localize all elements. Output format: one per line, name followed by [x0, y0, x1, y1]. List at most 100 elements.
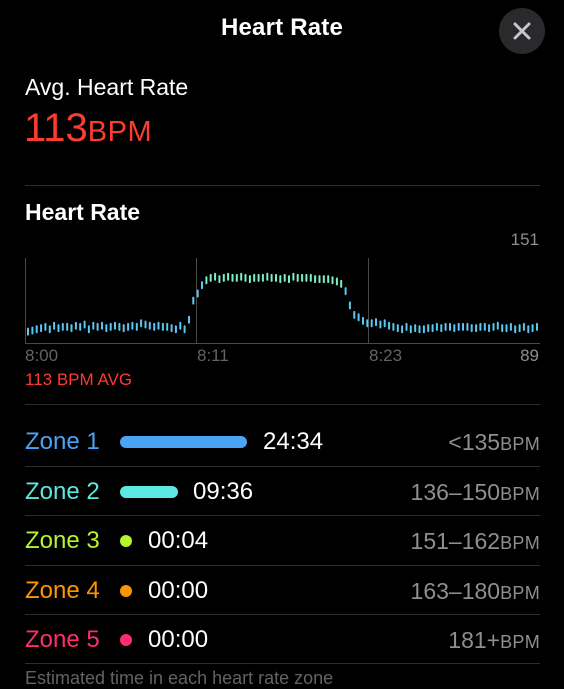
chart-bar [61, 322, 64, 331]
avg-heart-rate-number: 113 [24, 106, 88, 150]
close-icon[interactable] [512, 21, 532, 41]
divider [25, 663, 540, 664]
chart-bar [466, 322, 469, 331]
chart-bar [70, 324, 73, 333]
chart-bar [66, 322, 69, 331]
zone-row-3: Zone 3 00:04 151–162BPM [25, 516, 540, 564]
chart-bar [335, 277, 338, 286]
avg-heart-rate-value: 113BPM [24, 106, 152, 151]
chart-bar [157, 321, 160, 330]
chart-bar [118, 322, 121, 331]
chart-bar [140, 319, 143, 328]
chart-x-label-end: 8:23 [369, 346, 403, 365]
zone-row-2: Zone 2 09:36 136–150BPM [25, 467, 540, 515]
zone-range: 181+BPM [448, 627, 540, 654]
chart-bar [231, 273, 234, 282]
chart-bar [161, 322, 164, 331]
chart-bar [74, 321, 77, 330]
chart-x-label-start: 8:00 [25, 346, 59, 365]
chart-bar [479, 322, 482, 331]
chart-avg-label: 113 BPM AVG [25, 370, 133, 389]
chart-bar [475, 324, 478, 333]
zone-row-4: Zone 4 00:00 163–180BPM [25, 566, 540, 614]
zone-range: <135BPM [448, 429, 540, 456]
chart-bar [283, 273, 286, 282]
page-title: Heart Rate [220, 14, 344, 41]
zone-time: 24:34 [263, 428, 324, 455]
zone-3-dot [120, 535, 132, 547]
zone-5-dot [120, 634, 132, 646]
chart-bar [105, 324, 108, 333]
chart-bar [488, 324, 491, 333]
chart-bar [453, 324, 456, 333]
chart-bar [457, 322, 460, 331]
chart-bar [270, 273, 273, 282]
zone-name: Zone 2 [25, 478, 100, 505]
chart-bar [83, 320, 86, 329]
chart-bar [509, 322, 512, 331]
chart-bar [518, 324, 521, 333]
chart-bar [353, 310, 356, 319]
chart-bar [322, 275, 325, 284]
chart-bar [222, 273, 225, 282]
chart-bar [261, 273, 264, 282]
chart-bar [357, 313, 360, 322]
zone-name: Zone 3 [25, 527, 100, 554]
chart-bar [492, 322, 495, 331]
zone-time: 09:36 [193, 478, 254, 505]
zone-4-dot [120, 585, 132, 597]
chart-bar [131, 321, 134, 330]
chart-bar [92, 321, 95, 330]
zone-name: Zone 5 [25, 626, 100, 653]
heart-rate-chart [25, 258, 540, 344]
chart-bar [296, 273, 299, 282]
chart-bar [166, 322, 169, 331]
chart-bar [53, 321, 56, 330]
zone-range-unit: BPM [500, 434, 540, 454]
chart-bar [192, 296, 195, 305]
zone-range: 136–150BPM [411, 479, 540, 506]
zone-range-value: 163–180 [410, 578, 501, 604]
chart-bar [114, 321, 116, 330]
chart-bar [331, 276, 334, 285]
chart-bar [388, 321, 391, 330]
chart-bar [235, 273, 238, 282]
zone-2-bar [120, 486, 178, 498]
chart-bar [196, 289, 199, 298]
avg-heart-rate-unit: BPM [87, 116, 153, 148]
chart-section-title: Heart Rate [25, 199, 141, 225]
chart-bar [27, 327, 29, 336]
chart-bar [144, 320, 147, 329]
chart-bar [531, 324, 534, 333]
chart-bar [462, 322, 464, 331]
chart-bar [405, 322, 408, 331]
chart-bar [536, 322, 538, 331]
chart-bar [444, 322, 447, 331]
chart-bar [170, 324, 173, 333]
chart-bar [496, 321, 499, 330]
zone-time: 00:04 [148, 527, 209, 554]
chart-bar [301, 273, 304, 282]
chart-bar [370, 319, 373, 328]
zone-name: Zone 4 [25, 577, 100, 604]
chart-bar [470, 324, 473, 333]
chart-bar [292, 272, 295, 281]
zone-name: Zone 1 [25, 428, 100, 455]
chart-bar [122, 324, 125, 333]
close-button[interactable] [499, 8, 545, 54]
chart-bar [266, 272, 269, 281]
chart-bar [79, 322, 82, 331]
chart-bar [244, 273, 247, 282]
chart-bar [275, 273, 277, 282]
chart-bar [205, 276, 208, 285]
divider [25, 466, 540, 467]
chart-bar [35, 325, 38, 334]
chart-bar [344, 287, 347, 296]
zone-row-1: Zone 1 24:34 <135BPM [25, 417, 540, 465]
chart-bar [288, 275, 290, 284]
chart-bar [31, 326, 34, 335]
chart-bar [366, 319, 369, 328]
zone-range: 151–162BPM [411, 528, 540, 555]
chart-bar [227, 272, 230, 281]
chart-bar [127, 322, 130, 331]
